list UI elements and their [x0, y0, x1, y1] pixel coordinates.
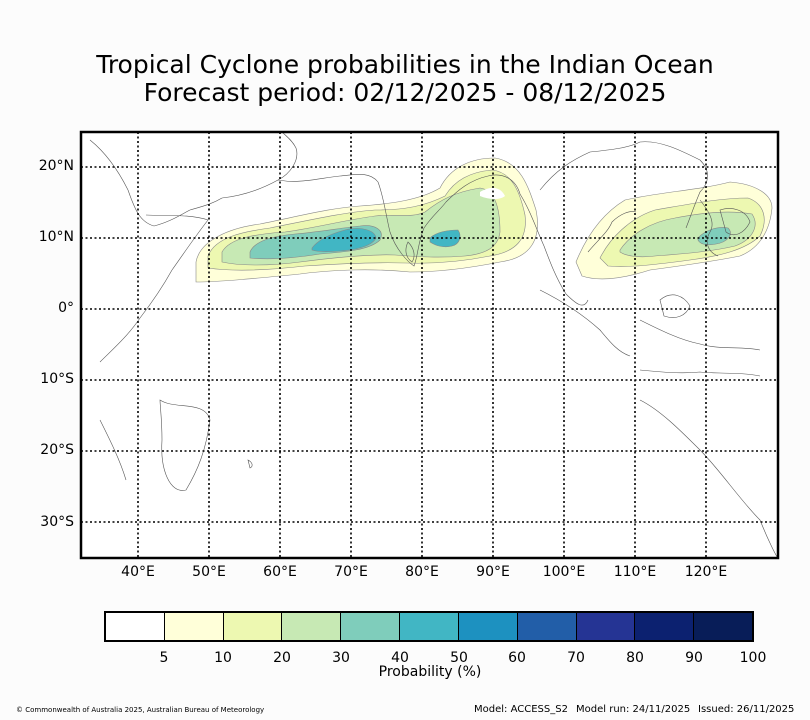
colorbar-tick: 70	[567, 650, 585, 666]
colorbar-label: Probability (%)	[378, 664, 482, 680]
lat-label-30s: 30°S	[40, 514, 74, 530]
colorbar-swatch	[576, 613, 636, 640]
colorbar-tick: 40	[391, 650, 409, 666]
issued-date: Issued: 26/11/2025	[698, 704, 795, 715]
colorbar-tick: 5	[159, 650, 169, 666]
colorbar	[104, 611, 754, 642]
map-frame	[79, 130, 780, 560]
lon-label-40e: 40°E	[121, 564, 155, 580]
lat-label-0: 0°	[58, 300, 74, 316]
lat-label-20s: 20°S	[40, 442, 74, 458]
lat-label-10s: 10°S	[40, 371, 74, 387]
colorbar-swatch	[164, 613, 224, 640]
copyright-notice: © Commonwealth of Australia 2025, Austra…	[16, 706, 265, 714]
lon-label-90e: 90°E	[476, 564, 510, 580]
colorbar-tick: 30	[332, 650, 350, 666]
colorbar-tick: 60	[508, 650, 526, 666]
colorbar-tick: 10	[214, 650, 232, 666]
lat-label-10n: 10°N	[38, 229, 74, 245]
title-line-2: Forecast period: 02/12/2025 - 08/12/2025	[143, 78, 667, 107]
colorbar-swatch	[517, 613, 577, 640]
colorbar-swatch	[458, 613, 518, 640]
model-run-date: Model run: 24/11/2025	[576, 704, 691, 715]
colorbar-tick: 20	[273, 650, 291, 666]
lon-label-100e: 100°E	[542, 564, 586, 580]
colorbar-swatch	[341, 613, 401, 640]
lon-label-70e: 70°E	[334, 564, 368, 580]
title-line-1: Tropical Cyclone probabilities in the In…	[96, 50, 714, 79]
colorbar-swatch	[694, 613, 752, 640]
lon-label-60e: 60°E	[263, 564, 297, 580]
colorbar-tick: 80	[626, 650, 644, 666]
colorbar-swatch	[635, 613, 695, 640]
lon-label-110e: 110°E	[613, 564, 657, 580]
probability-region-south-china-sea	[575, 181, 773, 280]
model-name: Model: ACCESS_S2	[474, 704, 568, 715]
colorbar-tick: 50	[450, 650, 468, 666]
graticule	[81, 132, 778, 558]
lat-label-20n: 20°N	[38, 158, 74, 174]
colorbar-swatch	[106, 613, 165, 640]
lon-label-50e: 50°E	[192, 564, 226, 580]
probability-region-indian-ocean	[195, 157, 538, 283]
coastlines	[89, 132, 778, 558]
colorbar-swatch	[223, 613, 283, 640]
colorbar-tick: 90	[685, 650, 703, 666]
lon-label-80e: 80°E	[405, 564, 439, 580]
colorbar-swatch	[282, 613, 342, 640]
colorbar-swatch	[400, 613, 459, 640]
lon-label-120e: 120°E	[684, 564, 728, 580]
colorbar-tick: 100	[739, 650, 767, 666]
